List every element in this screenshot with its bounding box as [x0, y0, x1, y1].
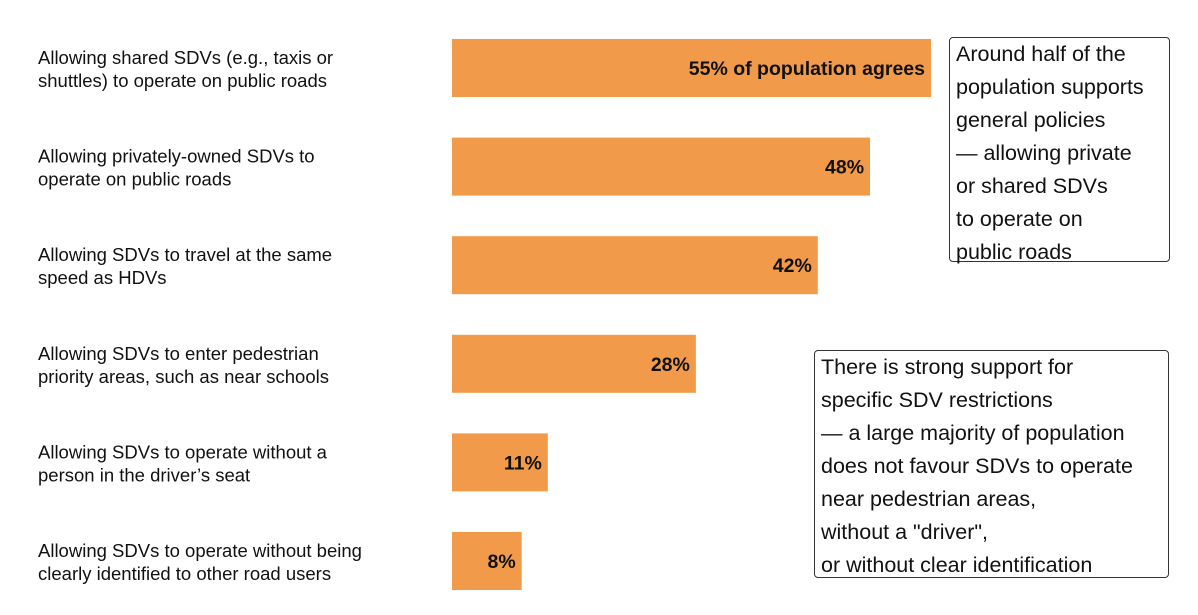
data-label: 55% of population agrees	[689, 58, 925, 80]
category-label: Allowing SDVs to operate without being cl…	[38, 540, 362, 584]
category-label: Allowing shared SDVs (e.g., taxis or shut…	[38, 47, 333, 91]
data-label: 42%	[773, 255, 812, 277]
category-label: Allowing SDVs to operate without a person…	[38, 441, 328, 485]
category-label: Allowing SDVs to enter pedestrian priorit…	[38, 343, 329, 387]
bar	[452, 236, 818, 295]
annotation-general-policies: Around half of the population supports g…	[949, 37, 1170, 264]
bar	[452, 433, 548, 492]
bar	[452, 334, 696, 393]
data-label: 28%	[651, 354, 690, 376]
bar	[452, 39, 931, 97]
bar	[452, 137, 871, 196]
data-label: 8%	[487, 551, 515, 573]
category-label: Allowing privately-owned SDVs to operate …	[38, 146, 315, 190]
data-label: 48%	[825, 157, 864, 179]
bar	[452, 532, 522, 590]
category-label: Allowing SDVs to travel at the same speed…	[38, 244, 332, 288]
annotation-restrictions: There is strong support for specific SDV…	[814, 350, 1169, 578]
data-label: 11%	[504, 452, 542, 474]
